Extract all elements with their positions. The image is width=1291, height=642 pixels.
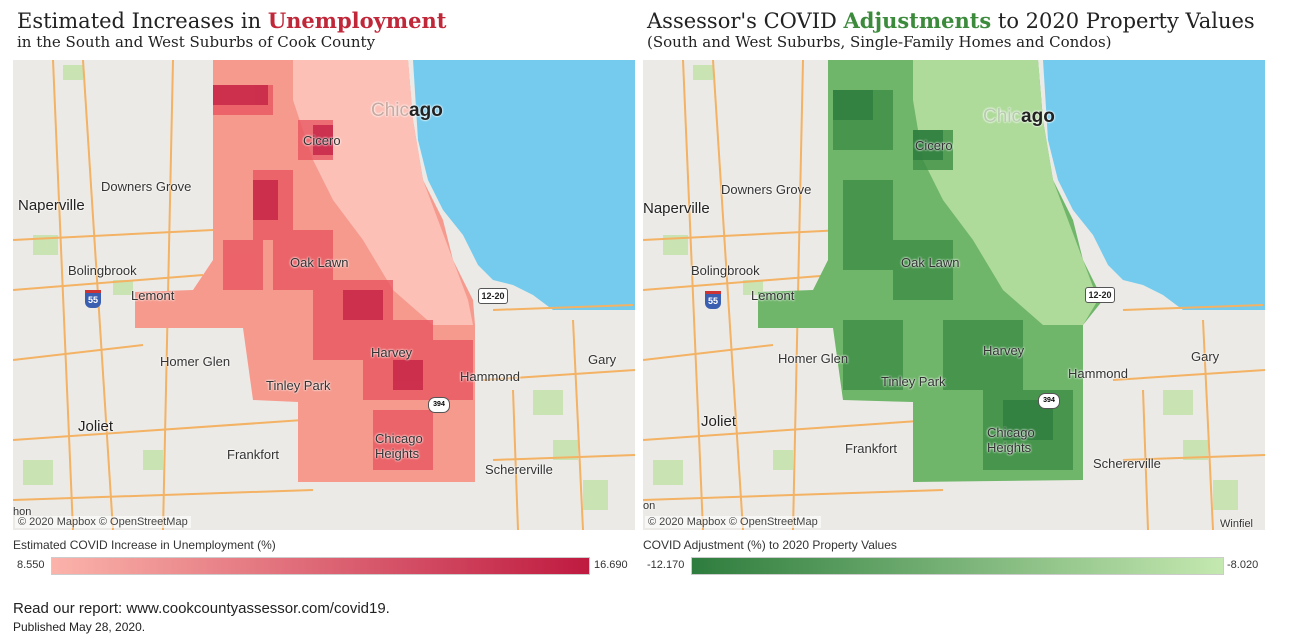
label-schererville: Schererville <box>1093 456 1161 471</box>
label-chicago: Chicago <box>983 106 1055 127</box>
label-chicago-heights: Chicago Heights <box>375 431 423 461</box>
label-chicago: Chicago <box>371 100 443 121</box>
label-hammond: Hammond <box>460 369 520 384</box>
label-bolingbrook: Bolingbrook <box>691 263 760 278</box>
interstate-55-shield: 55 <box>85 290 101 308</box>
label-tinley-park: Tinley Park <box>881 374 946 389</box>
adjustment-city <box>913 60 1098 325</box>
label-winfield: Winfiel <box>1220 518 1254 530</box>
label-naperville: Naperville <box>643 200 710 217</box>
map-attribution[interactable]: © 2020 Mapbox © OpenStreetMap <box>15 516 191 528</box>
unemployment-subtitle: in the South and West Suburbs of Cook Co… <box>17 33 376 51</box>
label-downers-grove: Downers Grove <box>721 182 812 197</box>
label-frankfort: Frankfort <box>227 447 280 462</box>
label-homer-glen: Homer Glen <box>778 351 849 366</box>
roads <box>13 60 635 530</box>
label-harvey: Harvey <box>371 345 413 360</box>
label-edge: hon <box>13 506 32 518</box>
label-bolingbrook: Bolingbrook <box>68 263 137 278</box>
adjustment-map[interactable]: Chicago Cicero Downers Grove Naperville … <box>643 60 1265 530</box>
parks <box>653 65 1238 510</box>
adjustment-legend-title: COVID Adjustment (%) to 2020 Property Va… <box>643 538 897 552</box>
parks <box>23 65 608 510</box>
lake-michigan <box>413 60 635 310</box>
label-chicago-heights: Chicago Heights <box>987 425 1035 455</box>
label-edge: on <box>643 500 656 512</box>
map-canvas <box>643 60 1265 530</box>
label-schererville: Schererville <box>485 462 553 477</box>
label-lemont: Lemont <box>131 288 175 303</box>
label-tinley-park: Tinley Park <box>266 378 331 393</box>
unemployment-legend-title: Estimated COVID Increase in Unemployment… <box>13 538 276 552</box>
route-394-shield: 394 <box>428 397 450 413</box>
label-homer-glen: Homer Glen <box>160 354 231 369</box>
map-canvas <box>13 60 635 530</box>
label-cicero: Cicero <box>303 133 341 148</box>
adjustment-subtitle: (South and West Suburbs, Single-Family H… <box>647 33 1112 51</box>
label-naperville: Naperville <box>18 197 85 214</box>
legend-min: 8.550 <box>17 559 45 571</box>
legend-min: -12.170 <box>647 559 685 571</box>
label-downers-grove: Downers Grove <box>101 179 192 194</box>
title-highlight: Adjustments <box>843 8 992 33</box>
adjustment-title: Assessor's COVID Adjustments to 2020 Pro… <box>647 8 1255 33</box>
label-oak-lawn: Oak Lawn <box>901 255 960 270</box>
report-link-text[interactable]: Read our report: www.cookcountyassessor.… <box>13 600 390 617</box>
label-gary: Gary <box>588 352 617 367</box>
map-attribution[interactable]: © 2020 Mapbox © OpenStreetMap <box>645 516 821 528</box>
unemployment-color-scale <box>51 557 590 575</box>
label-lemont: Lemont <box>751 288 795 303</box>
label-harvey: Harvey <box>983 343 1025 358</box>
title-highlight: Unemployment <box>267 8 447 33</box>
route-394-shield: 394 <box>1038 393 1060 409</box>
adjustment-color-scale <box>691 557 1224 575</box>
us-12-20-shield: 12-20 <box>1085 287 1115 303</box>
label-oak-lawn: Oak Lawn <box>290 255 349 270</box>
label-frankfort: Frankfort <box>845 441 898 456</box>
legend-max: -8.020 <box>1227 559 1259 571</box>
unemployment-city <box>293 60 473 325</box>
unemployment-title: Estimated Increases in Unemployment <box>17 8 447 33</box>
label-cicero: Cicero <box>915 138 953 153</box>
us-12-20-shield: 12-20 <box>478 288 508 304</box>
unemployment-map[interactable]: Chicago Cicero Downers Grove Naperville … <box>13 60 635 530</box>
label-joliet: Joliet <box>701 413 737 430</box>
published-date: Published May 28, 2020. <box>13 620 146 634</box>
label-gary: Gary <box>1191 349 1220 364</box>
interstate-55-shield: 55 <box>705 291 721 309</box>
label-hammond: Hammond <box>1068 366 1128 381</box>
lake-michigan <box>1043 60 1265 310</box>
label-joliet: Joliet <box>78 418 114 435</box>
legend-max: 16.690 <box>594 559 628 571</box>
